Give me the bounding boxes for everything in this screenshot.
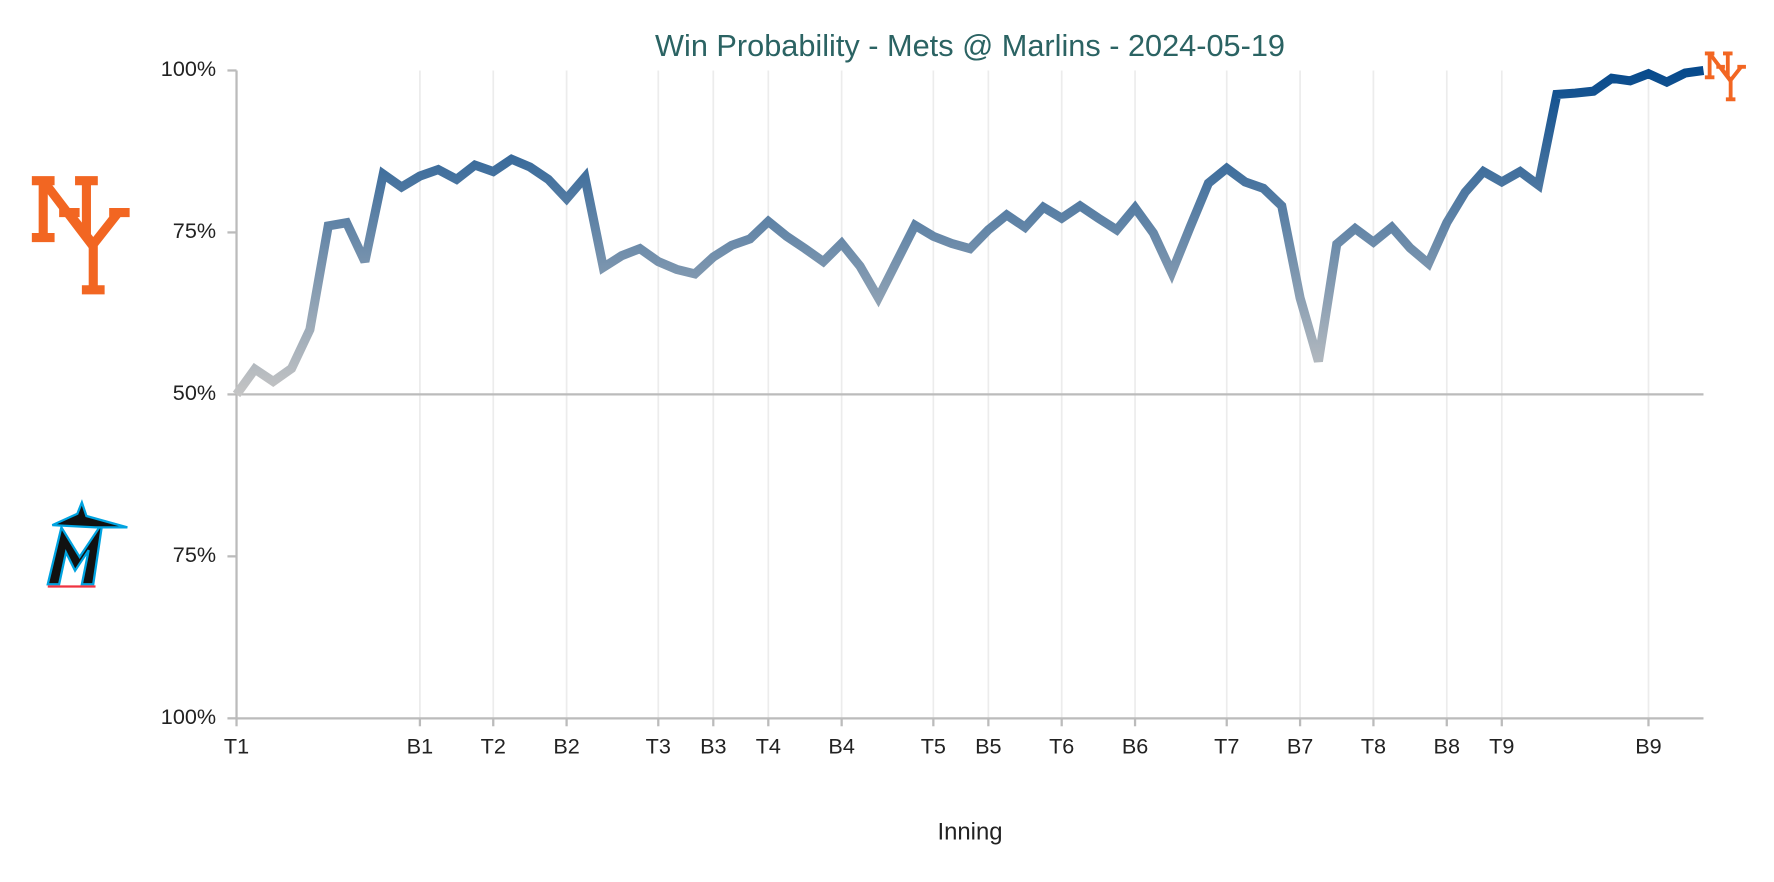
- y-tick-label: 75%: [173, 218, 216, 243]
- x-tick-label: B9: [1635, 734, 1661, 759]
- x-tick-label: T4: [756, 734, 781, 759]
- x-tick-label: B1: [407, 734, 433, 759]
- chart-title: Win Probability - Mets @ Marlins - 2024-…: [655, 28, 1285, 63]
- y-tick-label: 50%: [173, 380, 216, 405]
- mets-logo-small: [1702, 51, 1748, 102]
- marlins-logo: [46, 499, 128, 588]
- x-tick-label: T2: [481, 734, 506, 759]
- win-probability-line: [232, 65, 1705, 398]
- x-tick-label: T3: [646, 734, 671, 759]
- x-tick-label: T8: [1361, 734, 1386, 759]
- x-tick-label: B2: [553, 734, 579, 759]
- grid: T1 B1 T2 B2 T3 B3 T4 B4 T5 B5 T6 B6 T7 B7 T8 B8 T9 B9 100%…: [161, 56, 1704, 759]
- mets-logo: [32, 181, 130, 290]
- x-tick-label: T5: [921, 734, 946, 759]
- plot: [232, 65, 1705, 398]
- x-tick-label: B3: [700, 734, 726, 759]
- x-tick-label: B4: [828, 734, 854, 759]
- x-tick-label: B5: [975, 734, 1001, 759]
- x-tick-label: T1: [224, 734, 249, 759]
- x-tick-label: T6: [1049, 734, 1074, 759]
- x-axis-title: Inning: [937, 818, 1002, 845]
- x-tick-label: T9: [1489, 734, 1514, 759]
- x-tick-label: B7: [1287, 734, 1313, 759]
- x-tick-label: B8: [1434, 734, 1460, 759]
- x-tick-label: T7: [1214, 734, 1239, 759]
- x-tick-label: B6: [1122, 734, 1148, 759]
- y-tick-label: 100%: [161, 704, 216, 729]
- y-tick-label: 75%: [173, 542, 216, 567]
- y-tick-label: 100%: [161, 56, 216, 81]
